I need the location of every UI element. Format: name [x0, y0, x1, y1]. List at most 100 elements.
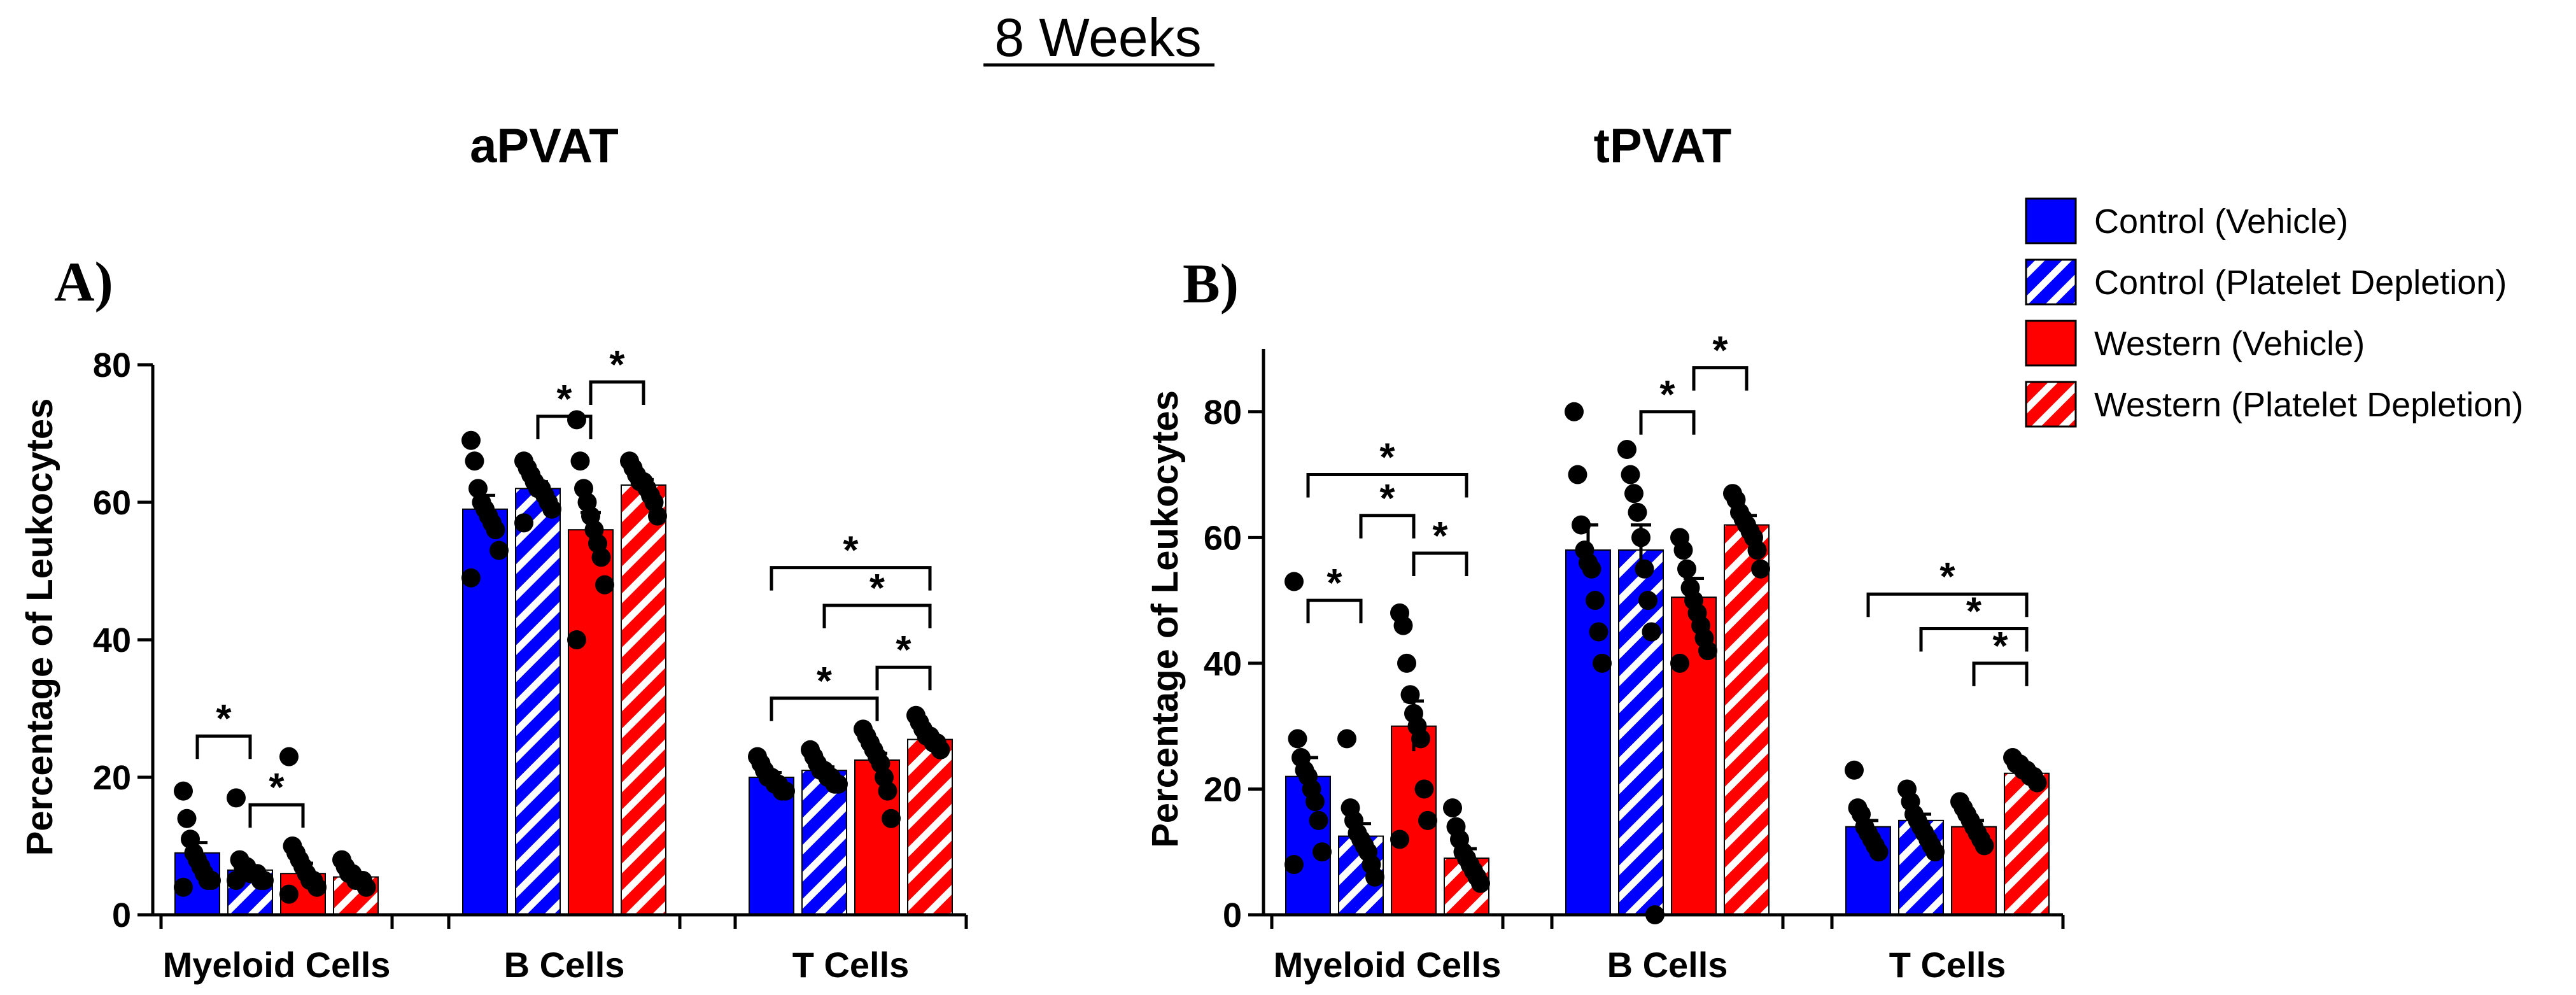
significance-star: * [869, 567, 885, 610]
series-control-vehicle [174, 430, 795, 916]
data-point [1624, 484, 1643, 504]
data-point [829, 774, 848, 794]
significance-star: * [817, 660, 833, 703]
legend-entry-control-vehicle: Control (Vehicle) [2025, 197, 2348, 244]
data-point [1397, 653, 1416, 673]
significance-star: * [843, 529, 859, 573]
series-western-platelet-depletion [332, 451, 953, 915]
data-point [514, 513, 533, 533]
significance-star: * [1379, 477, 1395, 521]
data-point [1443, 798, 1462, 818]
significance-star: * [1939, 555, 1955, 599]
data-point [227, 871, 246, 890]
significance-bracket: * [1972, 625, 2029, 686]
significance-star: * [1659, 373, 1675, 417]
y-tick-label: 80 [93, 346, 131, 385]
y-tick-label: 20 [93, 759, 131, 797]
y-tick-label: 60 [1204, 519, 1242, 557]
data-point [1638, 591, 1658, 610]
category-label-b-cells: B Cells [504, 945, 625, 985]
legend-label: Western (Platelet Depletion) [2094, 386, 2523, 424]
legend-label: Control (Platelet Depletion) [2094, 264, 2507, 302]
bar-b-cells-western-platelet-depletion [1724, 524, 1770, 915]
legend-swatch [2025, 381, 2077, 428]
data-point [931, 740, 950, 759]
series-control-platelet-depletion [1337, 440, 1945, 924]
data-point [1393, 616, 1413, 635]
series-western-vehicle [279, 410, 901, 915]
data-point [882, 808, 901, 828]
legend-entry-western-platelet-depletion: Western (Platelet Depletion) [2025, 381, 2523, 428]
data-point [1284, 854, 1304, 874]
significance-bracket: * [1866, 555, 2029, 617]
legend-label: Western (Vehicle) [2094, 325, 2365, 363]
data-point [202, 871, 221, 890]
data-point [1677, 559, 1696, 579]
data-point [595, 575, 614, 595]
category-label-t-cells: T Cells [792, 945, 910, 985]
significance-star: * [1327, 561, 1342, 605]
data-point [255, 871, 274, 890]
data-point [1670, 653, 1689, 673]
data-point [1309, 810, 1328, 830]
data-point [1642, 622, 1661, 642]
bar-b-cells-control-platelet-depletion [515, 488, 561, 915]
significance-star: * [1432, 514, 1448, 558]
legend-swatch [2025, 197, 2077, 244]
series-control-platelet-depletion [227, 451, 848, 916]
data-point [489, 540, 509, 560]
data-point [1974, 836, 1994, 856]
significance-star: * [1992, 625, 2008, 668]
data-point [465, 451, 484, 471]
data-point [648, 506, 667, 526]
data-point [1284, 572, 1304, 591]
data-point [1751, 559, 1770, 579]
significance-star: * [1379, 436, 1395, 480]
data-point [1845, 760, 1864, 780]
data-point [1589, 622, 1608, 642]
data-point [461, 430, 481, 450]
bar-t-cells-western-platelet-depletion [2004, 772, 2050, 915]
bar-t-cells-western-platelet-depletion [907, 738, 953, 915]
data-point [1621, 465, 1640, 484]
legend-entry-control-platelet-depletion: Control (Platelet Depletion) [2025, 258, 2507, 306]
significance-star: * [216, 697, 232, 741]
category-label-myeloid-cells: Myeloid Cells [163, 945, 391, 985]
significance-star: * [609, 343, 625, 387]
data-point [1471, 873, 1490, 893]
legend-swatch [2025, 258, 2077, 306]
data-point [1565, 402, 1584, 421]
data-point [1365, 867, 1384, 887]
bar-b-cells-western-platelet-depletion [621, 484, 666, 915]
category-label-t-cells: T Cells [1889, 945, 2006, 985]
significance-bracket: * [875, 628, 932, 691]
data-point [776, 781, 795, 801]
panel-title: aPVAT [470, 119, 619, 173]
y-tick-label: 0 [1223, 896, 1242, 935]
data-point [1582, 559, 1601, 579]
significance-bracket: * [1692, 329, 1749, 391]
y-tick-label: 40 [1204, 645, 1242, 683]
data-point [1628, 502, 1647, 522]
y-axis-label: Percentage of Leukocytes [1144, 390, 1186, 848]
data-point [307, 877, 327, 897]
data-point [1414, 779, 1434, 799]
data-point [570, 451, 590, 471]
data-point [1698, 641, 1717, 661]
data-point [1631, 528, 1650, 547]
significance-star: * [1966, 590, 1982, 634]
data-point [174, 781, 193, 801]
significance-bracket: * [1306, 561, 1363, 624]
category-label-b-cells: B Cells [1607, 945, 1728, 985]
data-point [1925, 842, 1945, 862]
data-point [356, 877, 376, 897]
series-western-vehicle [1390, 528, 1997, 916]
data-point [1572, 515, 1591, 535]
panel-letter: A) [54, 251, 113, 313]
significance-star: * [1712, 329, 1728, 373]
legend: Control (Vehicle) Control (Platelet Deple… [2025, 197, 2523, 428]
significance-bracket: * [248, 766, 305, 828]
data-point [279, 747, 299, 766]
data-point [486, 520, 505, 540]
